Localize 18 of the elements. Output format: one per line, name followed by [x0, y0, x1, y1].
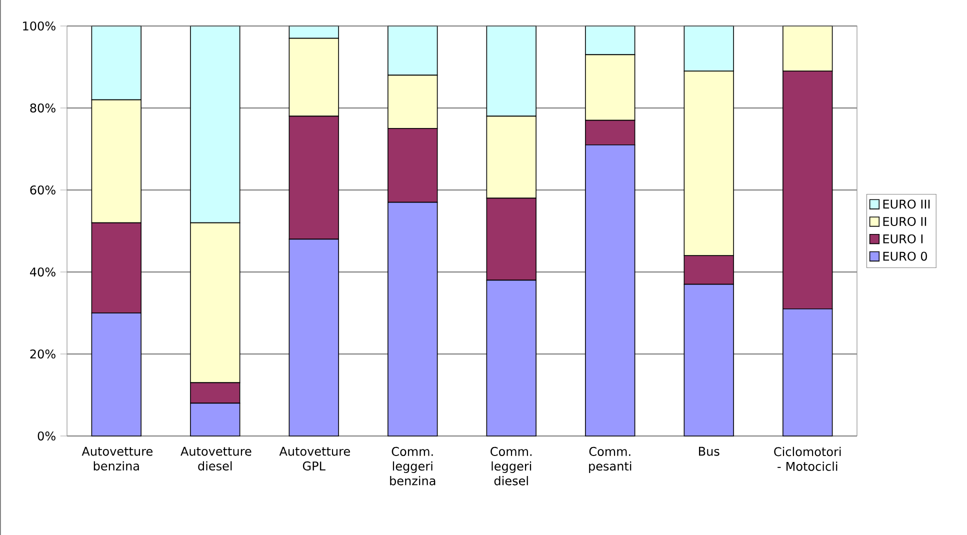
legend-label: EURO II [883, 216, 926, 226]
legend-label: EURO III [883, 200, 930, 209]
y-tick-label: 100% [23, 21, 56, 31]
y-tick-label: 80% [30, 103, 56, 113]
legend-label: EURO I [883, 234, 923, 244]
x-tick-label: Ciclomotori - Motocicli [774, 446, 841, 471]
x-tick-label: Comm. leggeri benzina [390, 446, 436, 486]
y-tick-label: 40% [30, 267, 56, 277]
x-tick-label: Comm. pesanti [589, 446, 632, 473]
legend-label: EURO 0 [883, 252, 927, 261]
x-tick-label: Comm. leggeri diesel [490, 446, 532, 486]
x-tick-label: Bus [698, 446, 720, 456]
x-tick-label: Autovetture diesel [180, 446, 252, 471]
y-tick-label: 0% [38, 431, 56, 441]
y-tick-label: 60% [30, 185, 56, 195]
x-tick-label: Autovetture benzina [82, 446, 153, 471]
y-tick-label: 20% [30, 349, 56, 359]
x-tick-label: Autovetture GPL [279, 446, 350, 471]
